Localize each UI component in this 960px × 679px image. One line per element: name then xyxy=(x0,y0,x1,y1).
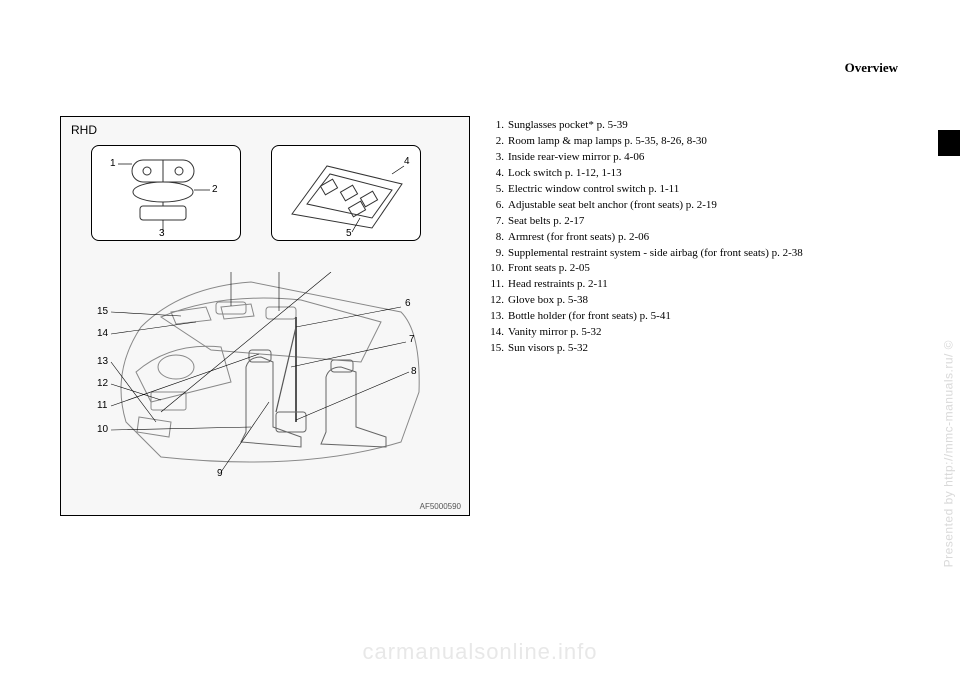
list-text: Bottle holder (for front seats) p. 5-41 xyxy=(508,310,671,322)
list-text: Sun visors p. 5-32 xyxy=(508,342,588,354)
list-item: 8. Armrest (for front seats) p. 2-06 xyxy=(490,230,900,246)
callout-10: 10 xyxy=(97,424,108,435)
watermark-bottom: carmanualsonline.info xyxy=(362,639,597,665)
list-text: Electric window control switch p. 1-11 xyxy=(508,183,679,195)
figure-variant-label: RHD xyxy=(71,123,97,137)
section-tab xyxy=(938,130,960,156)
parts-list: 1. Sunglasses pocket* p. 5-39 2. Room lamp… xyxy=(490,116,900,516)
list-num: 15. xyxy=(490,341,504,357)
inset-window-switches: 4 5 xyxy=(271,145,421,241)
list-text: Sunglasses pocket* p. 5-39 xyxy=(508,119,628,131)
cabin-svg xyxy=(101,272,431,482)
list-text: Head restraints p. 2-11 xyxy=(508,278,608,290)
list-num: 5. xyxy=(490,182,504,198)
cabin-cutaway: 6 7 8 9 10 11 12 13 14 15 xyxy=(101,272,431,482)
list-item: 4. Lock switch p. 1-12, 1-13 xyxy=(490,166,900,182)
list-item: 11. Head restraints p. 2-11 xyxy=(490,277,900,293)
callout-14: 14 xyxy=(97,328,108,339)
list-text: Seat belts p. 2-17 xyxy=(508,215,584,227)
callout-9: 9 xyxy=(217,468,223,479)
figure-image-code: AF5000590 xyxy=(420,502,461,511)
list-text: Lock switch p. 1-12, 1-13 xyxy=(508,167,622,179)
parts-ol: 1. Sunglasses pocket* p. 5-39 2. Room lamp… xyxy=(490,118,900,357)
list-text: Glove box p. 5-38 xyxy=(508,294,588,306)
list-item: 5. Electric window control switch p. 1-11 xyxy=(490,182,900,198)
list-num: 2. xyxy=(490,134,504,150)
callout-6: 6 xyxy=(405,298,411,309)
callout-2: 2 xyxy=(212,184,218,195)
page-title: Overview xyxy=(60,60,900,76)
list-item: 7. Seat belts p. 2-17 xyxy=(490,214,900,230)
list-text: Supplemental restraint system - side air… xyxy=(508,247,803,259)
inset-overhead-console: 1 2 3 xyxy=(91,145,241,241)
callout-11: 11 xyxy=(97,400,107,411)
callout-8: 8 xyxy=(411,366,417,377)
page: Overview RHD 1 xyxy=(60,60,900,620)
list-num: 8. xyxy=(490,230,504,246)
callout-7: 7 xyxy=(409,334,415,345)
list-item: 10. Front seats p. 2-05 xyxy=(490,261,900,277)
list-num: 7. xyxy=(490,214,504,230)
watermark-side: Presented by http://mmc-manuals.ru/ © xyxy=(941,340,955,567)
list-text: Armrest (for front seats) p. 2-06 xyxy=(508,231,649,243)
callout-4: 4 xyxy=(404,156,410,167)
list-num: 9. xyxy=(490,246,504,262)
list-num: 10. xyxy=(490,261,504,277)
list-num: 11. xyxy=(490,277,504,293)
content-row: RHD 1 2 3 xyxy=(60,116,900,516)
list-text: Vanity mirror p. 5-32 xyxy=(508,326,601,338)
list-item: 6. Adjustable seat belt anchor (front sea… xyxy=(490,198,900,214)
list-item: 12. Glove box p. 5-38 xyxy=(490,293,900,309)
callout-1: 1 xyxy=(110,158,116,169)
callout-12: 12 xyxy=(97,378,108,389)
list-num: 6. xyxy=(490,198,504,214)
list-item: 3. Inside rear-view mirror p. 4-06 xyxy=(490,150,900,166)
list-num: 12. xyxy=(490,293,504,309)
list-item: 13. Bottle holder (for front seats) p. 5-… xyxy=(490,309,900,325)
list-item: 14. Vanity mirror p. 5-32 xyxy=(490,325,900,341)
list-num: 4. xyxy=(490,166,504,182)
list-num: 3. xyxy=(490,150,504,166)
list-text: Inside rear-view mirror p. 4-06 xyxy=(508,151,644,163)
list-text: Adjustable seat belt anchor (front seats… xyxy=(508,199,717,211)
list-text: Front seats p. 2-05 xyxy=(508,262,590,274)
callout-3: 3 xyxy=(159,228,165,239)
list-item: 2. Room lamp & map lamps p. 5-35, 8-26, 8… xyxy=(490,134,900,150)
list-item: 9. Supplemental restraint system - side a… xyxy=(490,246,900,262)
list-text: Room lamp & map lamps p. 5-35, 8-26, 8-3… xyxy=(508,135,707,147)
callout-13: 13 xyxy=(97,356,108,367)
list-num: 1. xyxy=(490,118,504,134)
callout-5: 5 xyxy=(346,228,352,239)
list-num: 14. xyxy=(490,325,504,341)
callout-15: 15 xyxy=(97,306,108,317)
list-item: 15. Sun visors p. 5-32 xyxy=(490,341,900,357)
list-item: 1. Sunglasses pocket* p. 5-39 xyxy=(490,118,900,134)
list-num: 13. xyxy=(490,309,504,325)
figure-panel: RHD 1 2 3 xyxy=(60,116,470,516)
